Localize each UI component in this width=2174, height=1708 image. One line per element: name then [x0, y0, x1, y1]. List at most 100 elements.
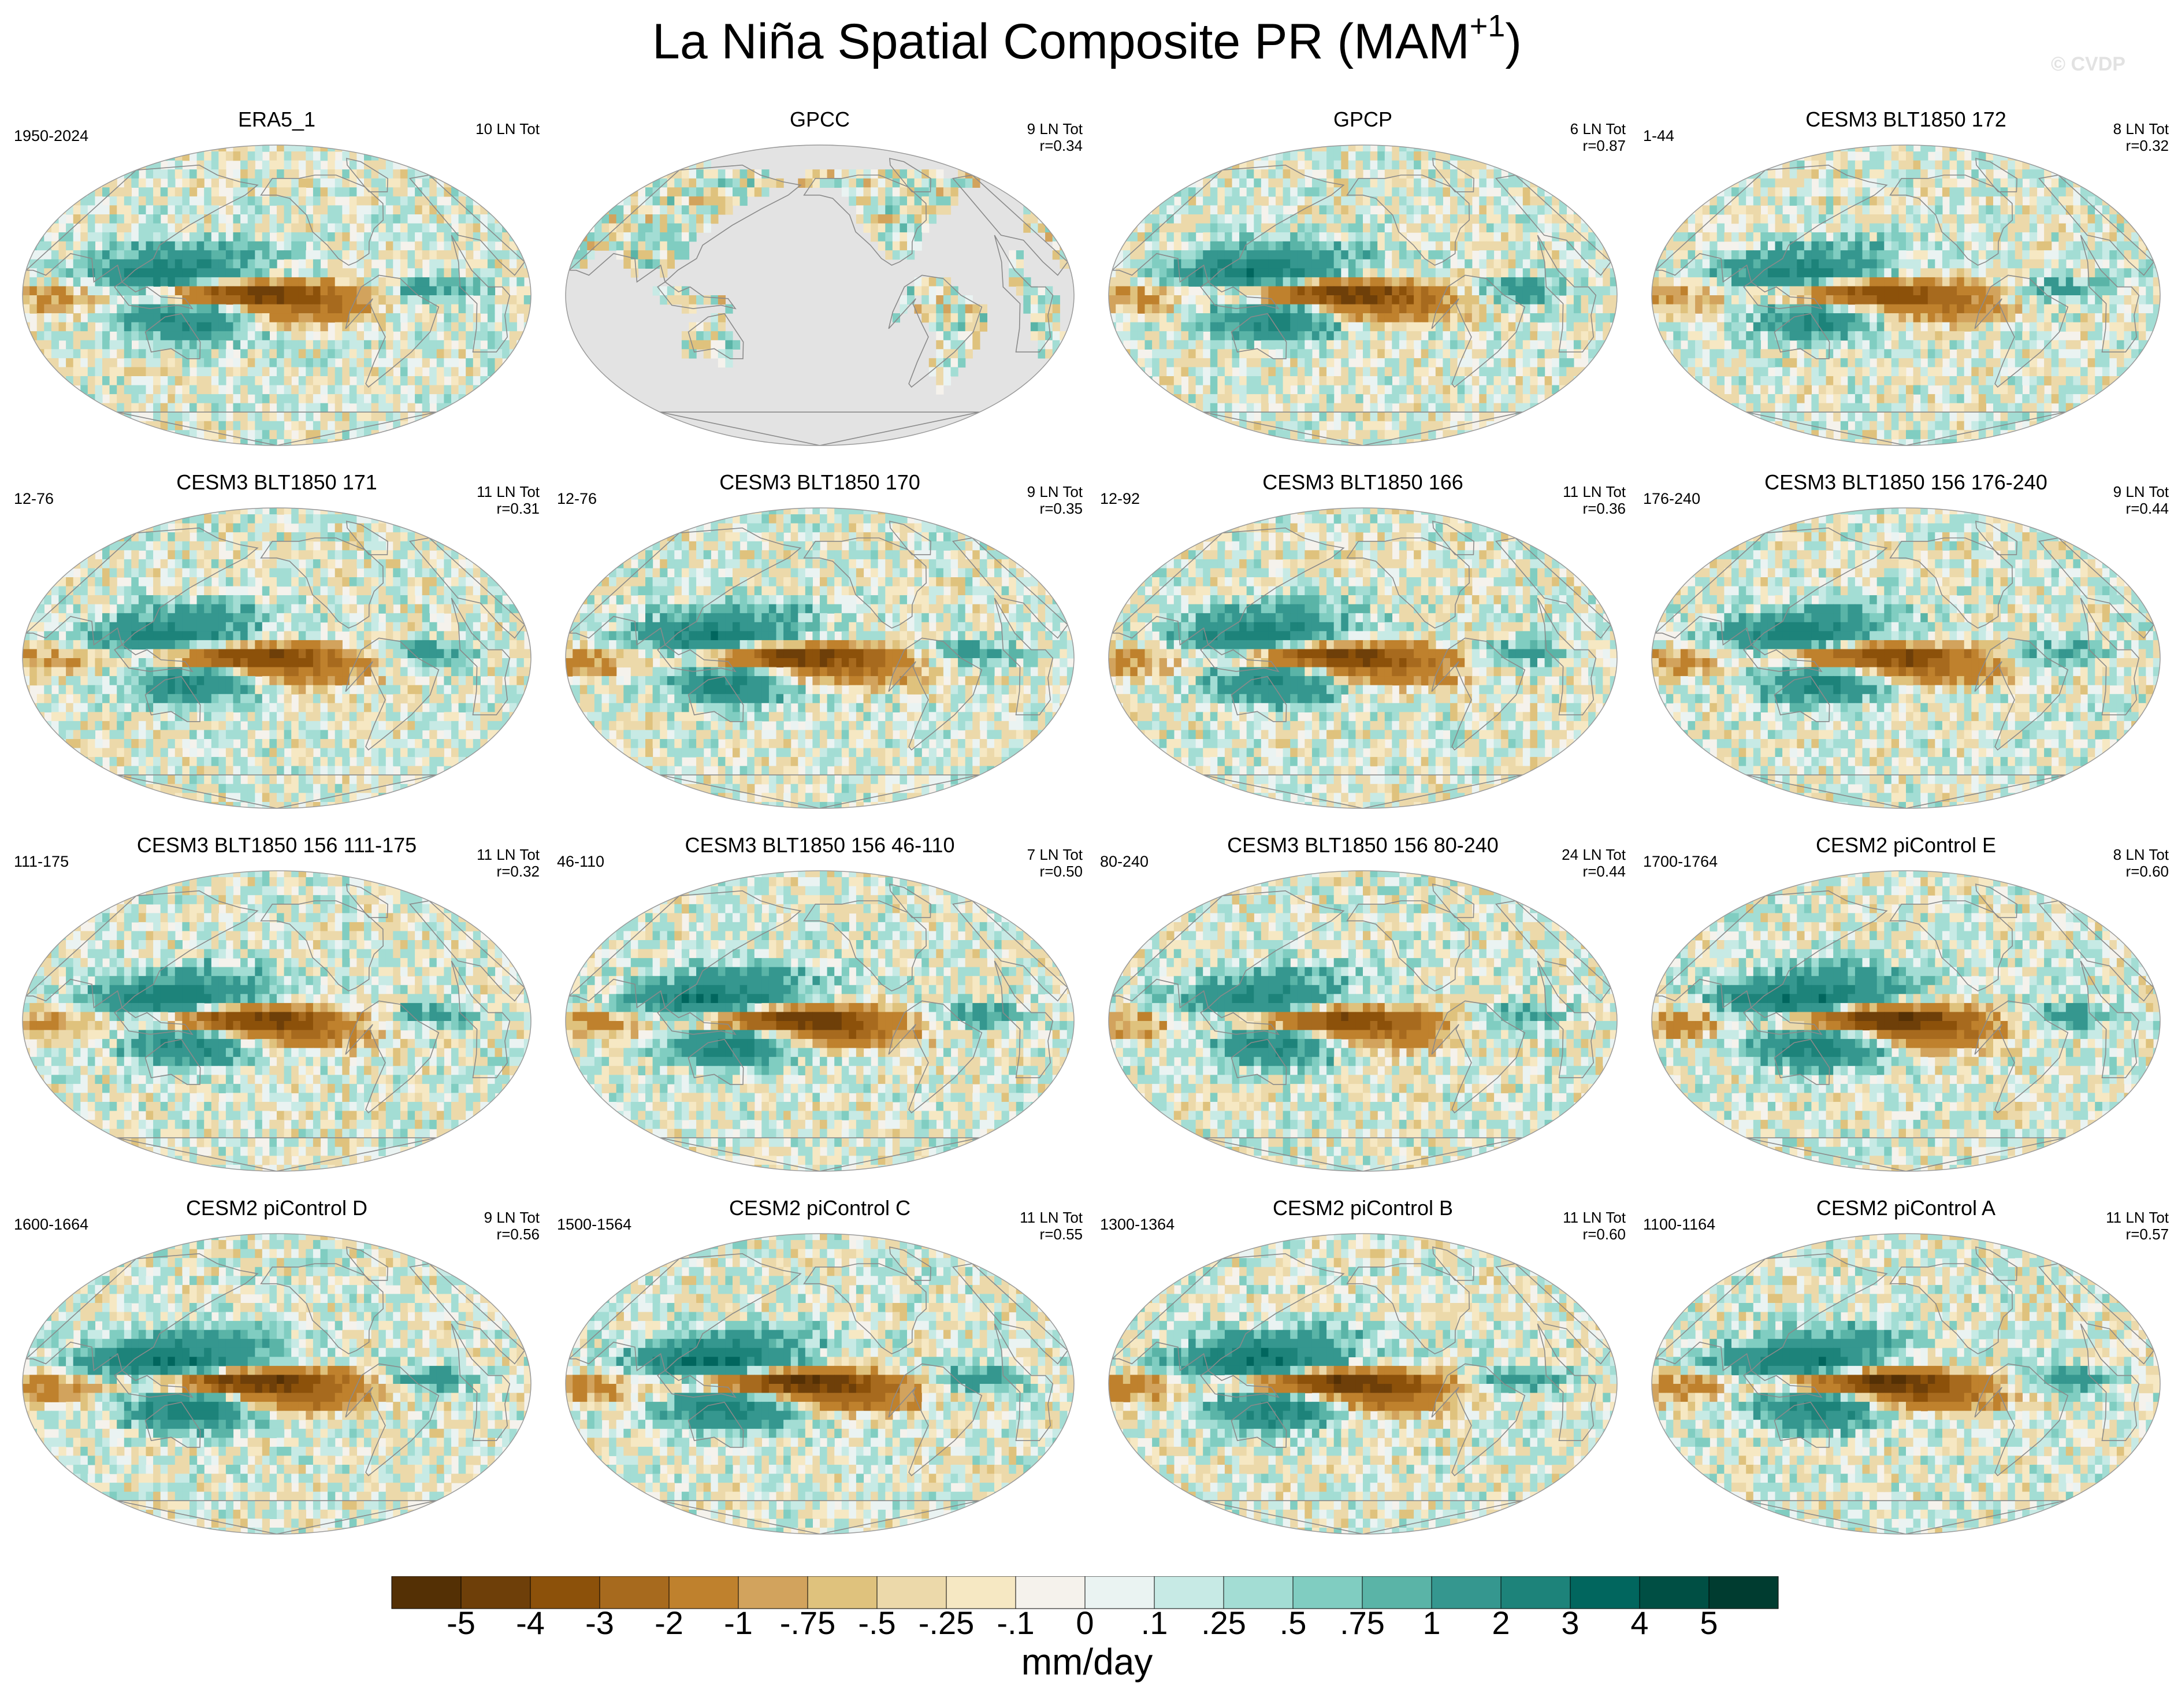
precip-cell	[204, 304, 212, 314]
precip-cell	[422, 241, 430, 251]
precip-cell	[587, 178, 595, 188]
precip-cell	[429, 439, 437, 445]
precip-cell	[422, 187, 430, 197]
precip-cell	[1101, 242, 1109, 251]
precip-cell	[102, 304, 110, 314]
precip-cell	[466, 304, 474, 314]
precip-cell	[1123, 331, 1131, 341]
precip-cell	[1239, 313, 1247, 323]
precip-cell	[291, 232, 299, 242]
precip-cell	[356, 232, 365, 242]
precip-cell	[393, 169, 401, 179]
precip-cell	[87, 160, 95, 170]
precip-cell	[240, 277, 248, 287]
precip-cell	[1159, 151, 1167, 161]
precip-cell	[146, 394, 154, 404]
precip-cell	[1210, 376, 1218, 386]
precip-cell	[531, 331, 538, 340]
precip-cell	[364, 358, 372, 368]
precip-cell	[80, 439, 88, 445]
precip-cell	[58, 277, 66, 287]
precip-cell	[313, 268, 321, 278]
precip-cell	[459, 448, 466, 457]
precip-cell	[189, 403, 198, 413]
precip-cell	[1465, 286, 1473, 296]
precip-cell	[182, 367, 190, 377]
precip-cell	[1030, 295, 1039, 305]
precip-cell	[1435, 169, 1443, 179]
precip-cell	[652, 223, 660, 233]
precip-cell	[950, 295, 958, 305]
precip-cell	[1326, 133, 1334, 143]
precip-cell	[1116, 205, 1124, 215]
precip-cell	[393, 205, 401, 215]
precip-cell	[58, 259, 66, 269]
precip-cell	[516, 268, 525, 278]
precip-cell	[1384, 232, 1392, 242]
precip-cell	[1333, 322, 1341, 332]
precip-cell	[269, 214, 277, 224]
precip-cell	[1544, 214, 1552, 224]
precip-cell	[943, 286, 952, 296]
precip-cell	[1537, 169, 1545, 179]
precip-cell	[1137, 178, 1146, 188]
precip-cell	[856, 178, 864, 188]
precip-cell	[429, 133, 437, 143]
map-plot	[1101, 133, 1625, 446]
precip-cell	[1311, 145, 1320, 152]
precip-cell	[1421, 322, 1429, 332]
precip-cell	[1617, 286, 1625, 295]
precip-cell	[1465, 196, 1473, 206]
precip-cell	[739, 196, 748, 206]
precip-cell	[131, 367, 139, 377]
precip-cell	[1522, 295, 1530, 305]
precip-cell	[1530, 169, 1538, 179]
precip-cell	[124, 160, 132, 170]
precip-cell	[1074, 196, 1082, 206]
precip-cell	[1195, 385, 1203, 395]
precip-cell	[1537, 259, 1545, 269]
precip-cell	[1407, 133, 1414, 143]
precip-cell	[681, 196, 690, 206]
precip-cell	[73, 322, 81, 332]
precip-cell	[1522, 367, 1530, 377]
precip-cell	[1471, 313, 1480, 323]
precip-cell	[1232, 223, 1240, 233]
precip-cell	[1224, 340, 1233, 350]
precip-cell	[458, 259, 466, 269]
precip-cell	[247, 232, 255, 242]
panel-event-count: 9 LN Tot	[1027, 121, 1083, 138]
precip-cell	[1443, 385, 1451, 395]
precip-cell	[1610, 286, 1617, 296]
precip-cell	[174, 187, 183, 197]
precip-cell	[218, 196, 226, 206]
precip-cell	[1493, 295, 1502, 305]
precip-cell	[812, 169, 820, 179]
precip-cell	[921, 196, 930, 206]
precip-cell	[1435, 205, 1443, 215]
precip-cell	[1355, 223, 1363, 233]
precip-cell	[233, 403, 241, 413]
precip-cell	[652, 160, 660, 170]
precip-cell	[1603, 232, 1611, 242]
precip-cell	[1341, 133, 1348, 143]
precip-cell	[87, 340, 95, 350]
precip-cell	[1610, 196, 1617, 206]
precip-cell	[204, 214, 212, 224]
precip-cell	[1283, 151, 1291, 161]
precip-cell	[531, 169, 538, 179]
precip-cell	[1319, 331, 1327, 341]
precip-cell	[415, 196, 423, 206]
precip-cell	[1066, 223, 1074, 233]
precip-cell	[1428, 304, 1436, 314]
precip-cell	[1566, 313, 1574, 323]
precip-cell	[1348, 214, 1356, 224]
precip-cell	[284, 133, 292, 143]
precip-cell	[298, 187, 306, 197]
precip-cell	[1515, 385, 1523, 395]
precip-cell	[15, 224, 23, 233]
precip-cell	[1181, 349, 1189, 359]
precip-cell	[204, 430, 212, 440]
precip-cell	[900, 304, 908, 314]
precip-cell	[531, 143, 538, 152]
